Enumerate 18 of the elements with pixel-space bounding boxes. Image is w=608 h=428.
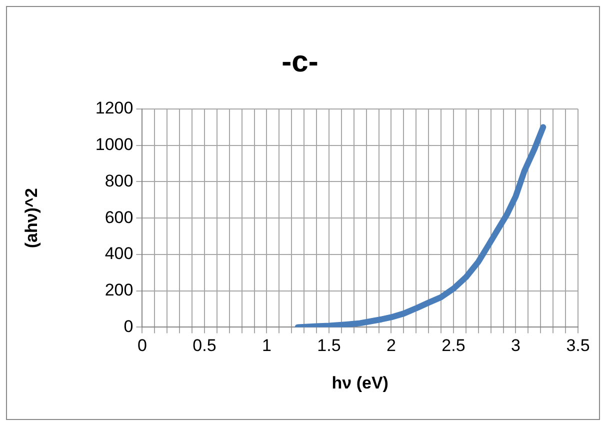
y-tick-label: 0 — [124, 316, 134, 336]
x-tick-label: 3 — [511, 336, 520, 356]
x-tick-label: 0.5 — [192, 336, 216, 356]
x-tick-label: 0 — [137, 336, 147, 356]
x-tick-label: 2 — [386, 336, 396, 356]
y-tick-label: 1000 — [95, 135, 134, 154]
y-tick-label: 600 — [104, 208, 134, 227]
x-tick-label: 2.5 — [442, 336, 466, 356]
y-tick-label: 400 — [104, 244, 134, 264]
x-tick-label: 3.5 — [566, 336, 590, 356]
x-tick-label: 1.5 — [317, 336, 341, 356]
y-tick-label: 200 — [104, 280, 134, 300]
x-tick-label: 1 — [262, 336, 272, 356]
x-axis-title: hν (eV) — [332, 373, 388, 392]
y-axis-title: (ahν)^2 — [22, 188, 41, 248]
chart-title: -c- — [282, 45, 318, 78]
y-tick-label: 800 — [104, 171, 134, 190]
y-tick-label: 1200 — [95, 98, 134, 118]
